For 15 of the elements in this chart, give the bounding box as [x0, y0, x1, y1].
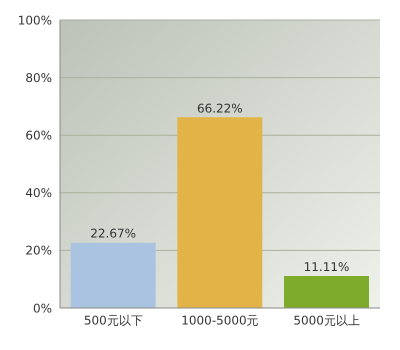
- bar: [284, 276, 369, 308]
- data-label: 22.67%: [90, 226, 136, 241]
- x-tick-label: 500元以下: [84, 314, 143, 328]
- bar: [70, 242, 156, 308]
- x-tick-label: 1000-5000元: [181, 314, 259, 328]
- bar: [177, 117, 262, 308]
- y-tick-label: 0%: [32, 301, 52, 316]
- y-tick-label: 80%: [25, 70, 52, 85]
- y-tick-label: 20%: [25, 244, 52, 258]
- y-tick-label: 100%: [18, 13, 52, 28]
- x-tick-label: 5000元以上: [293, 314, 360, 328]
- data-label: 66.22%: [196, 101, 243, 116]
- data-label: 11.11%: [304, 260, 350, 274]
- y-tick-label: 60%: [25, 128, 52, 142]
- y-tick-label: 40%: [25, 186, 52, 200]
